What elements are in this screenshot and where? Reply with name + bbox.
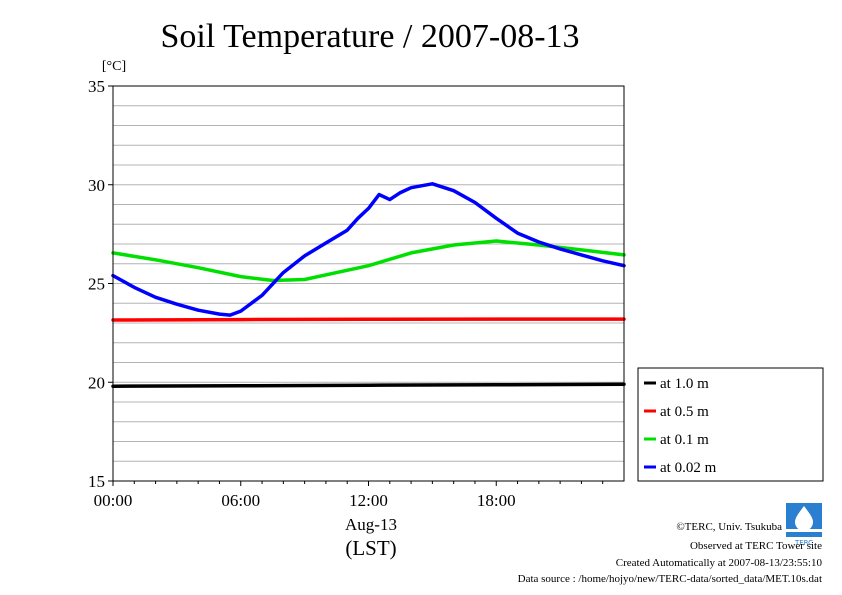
x-tick-label: 06:00 <box>221 491 260 510</box>
x-axis-date-label: Aug-13 <box>345 515 397 534</box>
y-tick-label: 20 <box>88 373 105 392</box>
series-line-2 <box>111 239 626 283</box>
x-tick-label: 18:00 <box>477 491 516 510</box>
series-line-3 <box>111 182 626 317</box>
footer-source: Data source : /home/hojyo/new/TERC-data/… <box>518 573 822 585</box>
y-tick-label: 15 <box>88 472 105 491</box>
axis-ticks: 15 20 25 30 35 00:00 06:00 12:00 18:00 <box>88 77 604 510</box>
series-line-0 <box>111 382 626 388</box>
footer-created: Created Automatically at 2007-08-13/23:5… <box>616 557 823 569</box>
y-tick-label: 35 <box>88 77 105 96</box>
logo-wave-band <box>786 529 822 532</box>
legend-box <box>637 367 824 482</box>
x-tick-label: 00:00 <box>94 491 133 510</box>
footer-site: Observed at TERC Tower site <box>690 540 822 552</box>
footer-copyright: ©TERC, Univ. Tsukuba <box>676 521 782 533</box>
series-line-1 <box>111 317 626 322</box>
x-axis-timezone-label: (LST) <box>345 536 396 560</box>
logo-drop-icon <box>795 506 813 531</box>
chart-title: Soil Temperature / 2007-08-13 <box>160 18 579 55</box>
grid-lines <box>113 105 624 462</box>
y-tick-label: 30 <box>88 176 105 195</box>
legend-label: at 0.02 m <box>660 460 717 476</box>
series-lines <box>111 182 626 388</box>
legend-label: at 0.5 m <box>660 404 709 420</box>
logo-text: TERC <box>794 539 813 547</box>
y-tick-label: 25 <box>88 275 105 294</box>
legend: at 1.0 m at 0.5 m at 0.1 m at 0.02 m <box>637 367 824 482</box>
x-tick-label: 12:00 <box>349 491 388 510</box>
y-axis-unit: [°C] <box>102 59 126 74</box>
legend-label: at 0.1 m <box>660 432 709 448</box>
legend-label: at 1.0 m <box>660 376 709 392</box>
terc-logo: TERC <box>786 503 822 547</box>
